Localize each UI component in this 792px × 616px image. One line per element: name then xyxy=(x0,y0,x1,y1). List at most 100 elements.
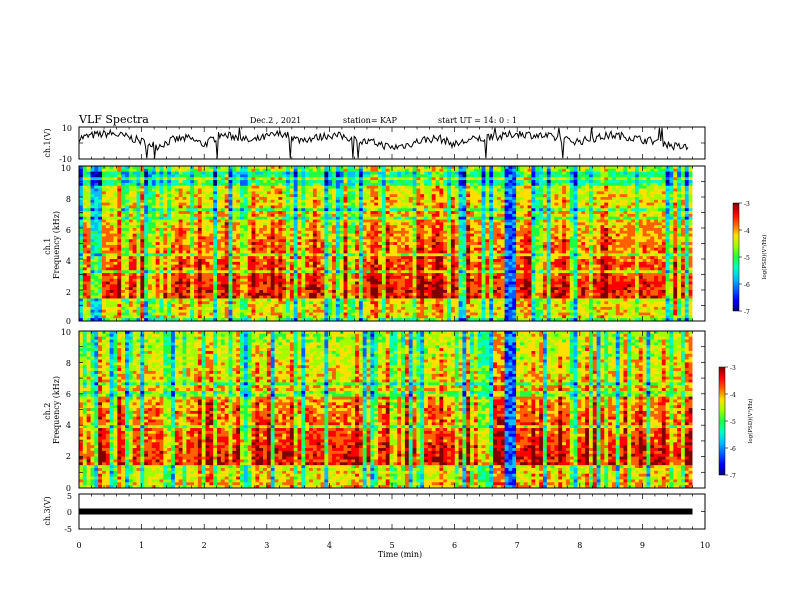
spectrogram-cell xyxy=(271,189,275,192)
spectrogram-cell xyxy=(547,248,551,251)
spectrogram-cell xyxy=(190,194,194,197)
spectrogram-cell xyxy=(332,169,336,172)
spectrogram-cell xyxy=(409,228,413,231)
spectrogram-cell xyxy=(554,203,558,206)
spectrogram-cell xyxy=(685,205,689,208)
spectrogram-cell xyxy=(635,236,639,239)
spectrogram-cell xyxy=(175,236,179,239)
spectrogram-cell xyxy=(332,248,336,251)
spectrogram-cell xyxy=(566,234,570,237)
spectrogram-cell xyxy=(482,239,486,242)
spectrogram-cell xyxy=(175,197,179,200)
spectrogram-cell xyxy=(117,169,121,172)
spectrogram-cell xyxy=(225,169,229,172)
spectrogram-cell xyxy=(386,177,390,180)
spectrogram-cell xyxy=(110,194,114,197)
spectrogram-cell xyxy=(420,189,424,192)
spectrogram-cell xyxy=(290,239,294,242)
spectrogram-cell xyxy=(370,225,374,228)
spectrogram-cell xyxy=(673,205,677,208)
spectrogram-cell xyxy=(409,191,413,194)
spectrogram-cell xyxy=(451,180,455,183)
spectrogram-cell xyxy=(298,194,302,197)
spectrogram-cell xyxy=(313,177,317,180)
spectrogram-cell xyxy=(336,242,340,245)
spectrogram-cell xyxy=(604,197,608,200)
spectrogram-cell xyxy=(278,248,282,251)
spectrogram-cell xyxy=(581,211,585,214)
spectrogram-cell xyxy=(367,242,371,245)
spectrogram-cell xyxy=(386,236,390,239)
spectrogram-cell xyxy=(462,189,466,192)
spectrogram-cell xyxy=(562,214,566,217)
spectrogram-cell xyxy=(313,242,317,245)
spectrogram-cell xyxy=(451,174,455,177)
spectrogram-cell xyxy=(229,197,233,200)
spectrogram-cell xyxy=(347,191,351,194)
spectrogram-cell xyxy=(482,174,486,177)
spectrogram-cell xyxy=(202,200,206,203)
spectrogram-cell xyxy=(232,231,236,234)
spectrogram-cell xyxy=(309,200,313,203)
spectrogram-cell xyxy=(225,180,229,183)
spectrogram-cell xyxy=(631,203,635,206)
spectrogram-cell xyxy=(616,217,620,220)
spectrogram-cell xyxy=(275,231,279,234)
spectrogram-cell xyxy=(275,242,279,245)
spectrogram-cell xyxy=(332,194,336,197)
spectrogram-cell xyxy=(294,214,298,217)
spectrogram-cell xyxy=(505,191,509,194)
spectrogram-cell xyxy=(627,169,631,172)
spectrogram-cell xyxy=(344,248,348,251)
spectrogram-cell xyxy=(608,242,612,245)
spectrogram-cell xyxy=(470,189,474,192)
spectrogram-cell xyxy=(662,220,666,223)
spectrogram-cell xyxy=(393,197,397,200)
spectrogram-cell xyxy=(432,242,436,245)
spectrogram-cell xyxy=(332,245,336,248)
spectrogram-cell xyxy=(317,251,321,254)
spectrogram-cell xyxy=(528,222,532,225)
spectrogram-cell xyxy=(167,208,171,211)
spectrogram-cell xyxy=(455,225,459,228)
spectrogram-cell xyxy=(160,225,164,228)
spectrogram-cell xyxy=(554,197,558,200)
spectrogram-cell xyxy=(643,174,647,177)
spectrogram-cell xyxy=(646,194,650,197)
spectrogram-cell xyxy=(673,211,677,214)
spectrogram-cell xyxy=(451,242,455,245)
spectrogram-cell xyxy=(236,174,240,177)
spectrogram-cell xyxy=(650,174,654,177)
spectrogram-cell xyxy=(570,177,574,180)
spectrogram-cell xyxy=(255,169,259,172)
spectrogram-cell xyxy=(175,208,179,211)
spectrogram-cell xyxy=(689,234,693,237)
spectrogram-cell xyxy=(424,214,428,217)
spectrogram-cell xyxy=(390,194,394,197)
spectrogram-cell xyxy=(229,228,233,231)
spectrogram-cell xyxy=(321,169,325,172)
spectrogram-cell xyxy=(390,245,394,248)
spectrogram-cell xyxy=(340,186,344,189)
spectrogram-cell xyxy=(290,245,294,248)
spectrogram-cell xyxy=(658,177,662,180)
spectrogram-cell xyxy=(508,203,512,206)
spectrogram-cell xyxy=(244,220,248,223)
spectrogram-cell xyxy=(531,242,535,245)
spectrogram-cell xyxy=(317,214,321,217)
spectrogram-cell xyxy=(94,225,98,228)
spectrogram-cell xyxy=(650,191,654,194)
spectrogram-cell xyxy=(654,222,658,225)
spectrogram-cell xyxy=(167,191,171,194)
spectrogram-cell xyxy=(232,197,236,200)
spectrogram-cell xyxy=(666,169,670,172)
spectrogram-cell xyxy=(666,180,670,183)
spectrogram-cell xyxy=(439,239,443,242)
spectrogram-cell xyxy=(179,231,183,234)
spectrogram-cell xyxy=(390,183,394,186)
spectrogram-cell xyxy=(570,234,574,237)
spectrogram-cell xyxy=(129,251,133,254)
spectrogram-cell xyxy=(459,169,463,172)
spectrogram-cell xyxy=(493,208,497,211)
spectrogram-cell xyxy=(677,242,681,245)
